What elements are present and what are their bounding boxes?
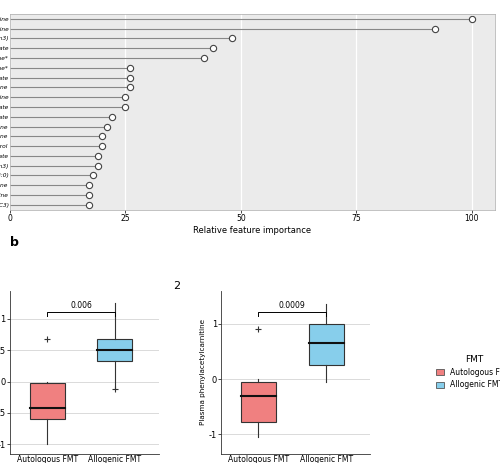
Y-axis label: Plasma phenylacetylcarnitine: Plasma phenylacetylcarnitine (200, 319, 206, 425)
X-axis label: Relative feature importance: Relative feature importance (194, 225, 312, 235)
Text: b: b (10, 236, 19, 249)
Bar (30, 383, 65, 419)
Text: 2: 2 (174, 281, 180, 291)
Text: 0.0009: 0.0009 (279, 301, 305, 311)
Bar (98, 339, 132, 362)
Bar (308, 324, 344, 365)
Legend: Autologous FMT, Allogenic FMT: Autologous FMT, Allogenic FMT (436, 355, 500, 389)
Text: 0.006: 0.006 (70, 301, 92, 311)
Bar (241, 382, 276, 422)
